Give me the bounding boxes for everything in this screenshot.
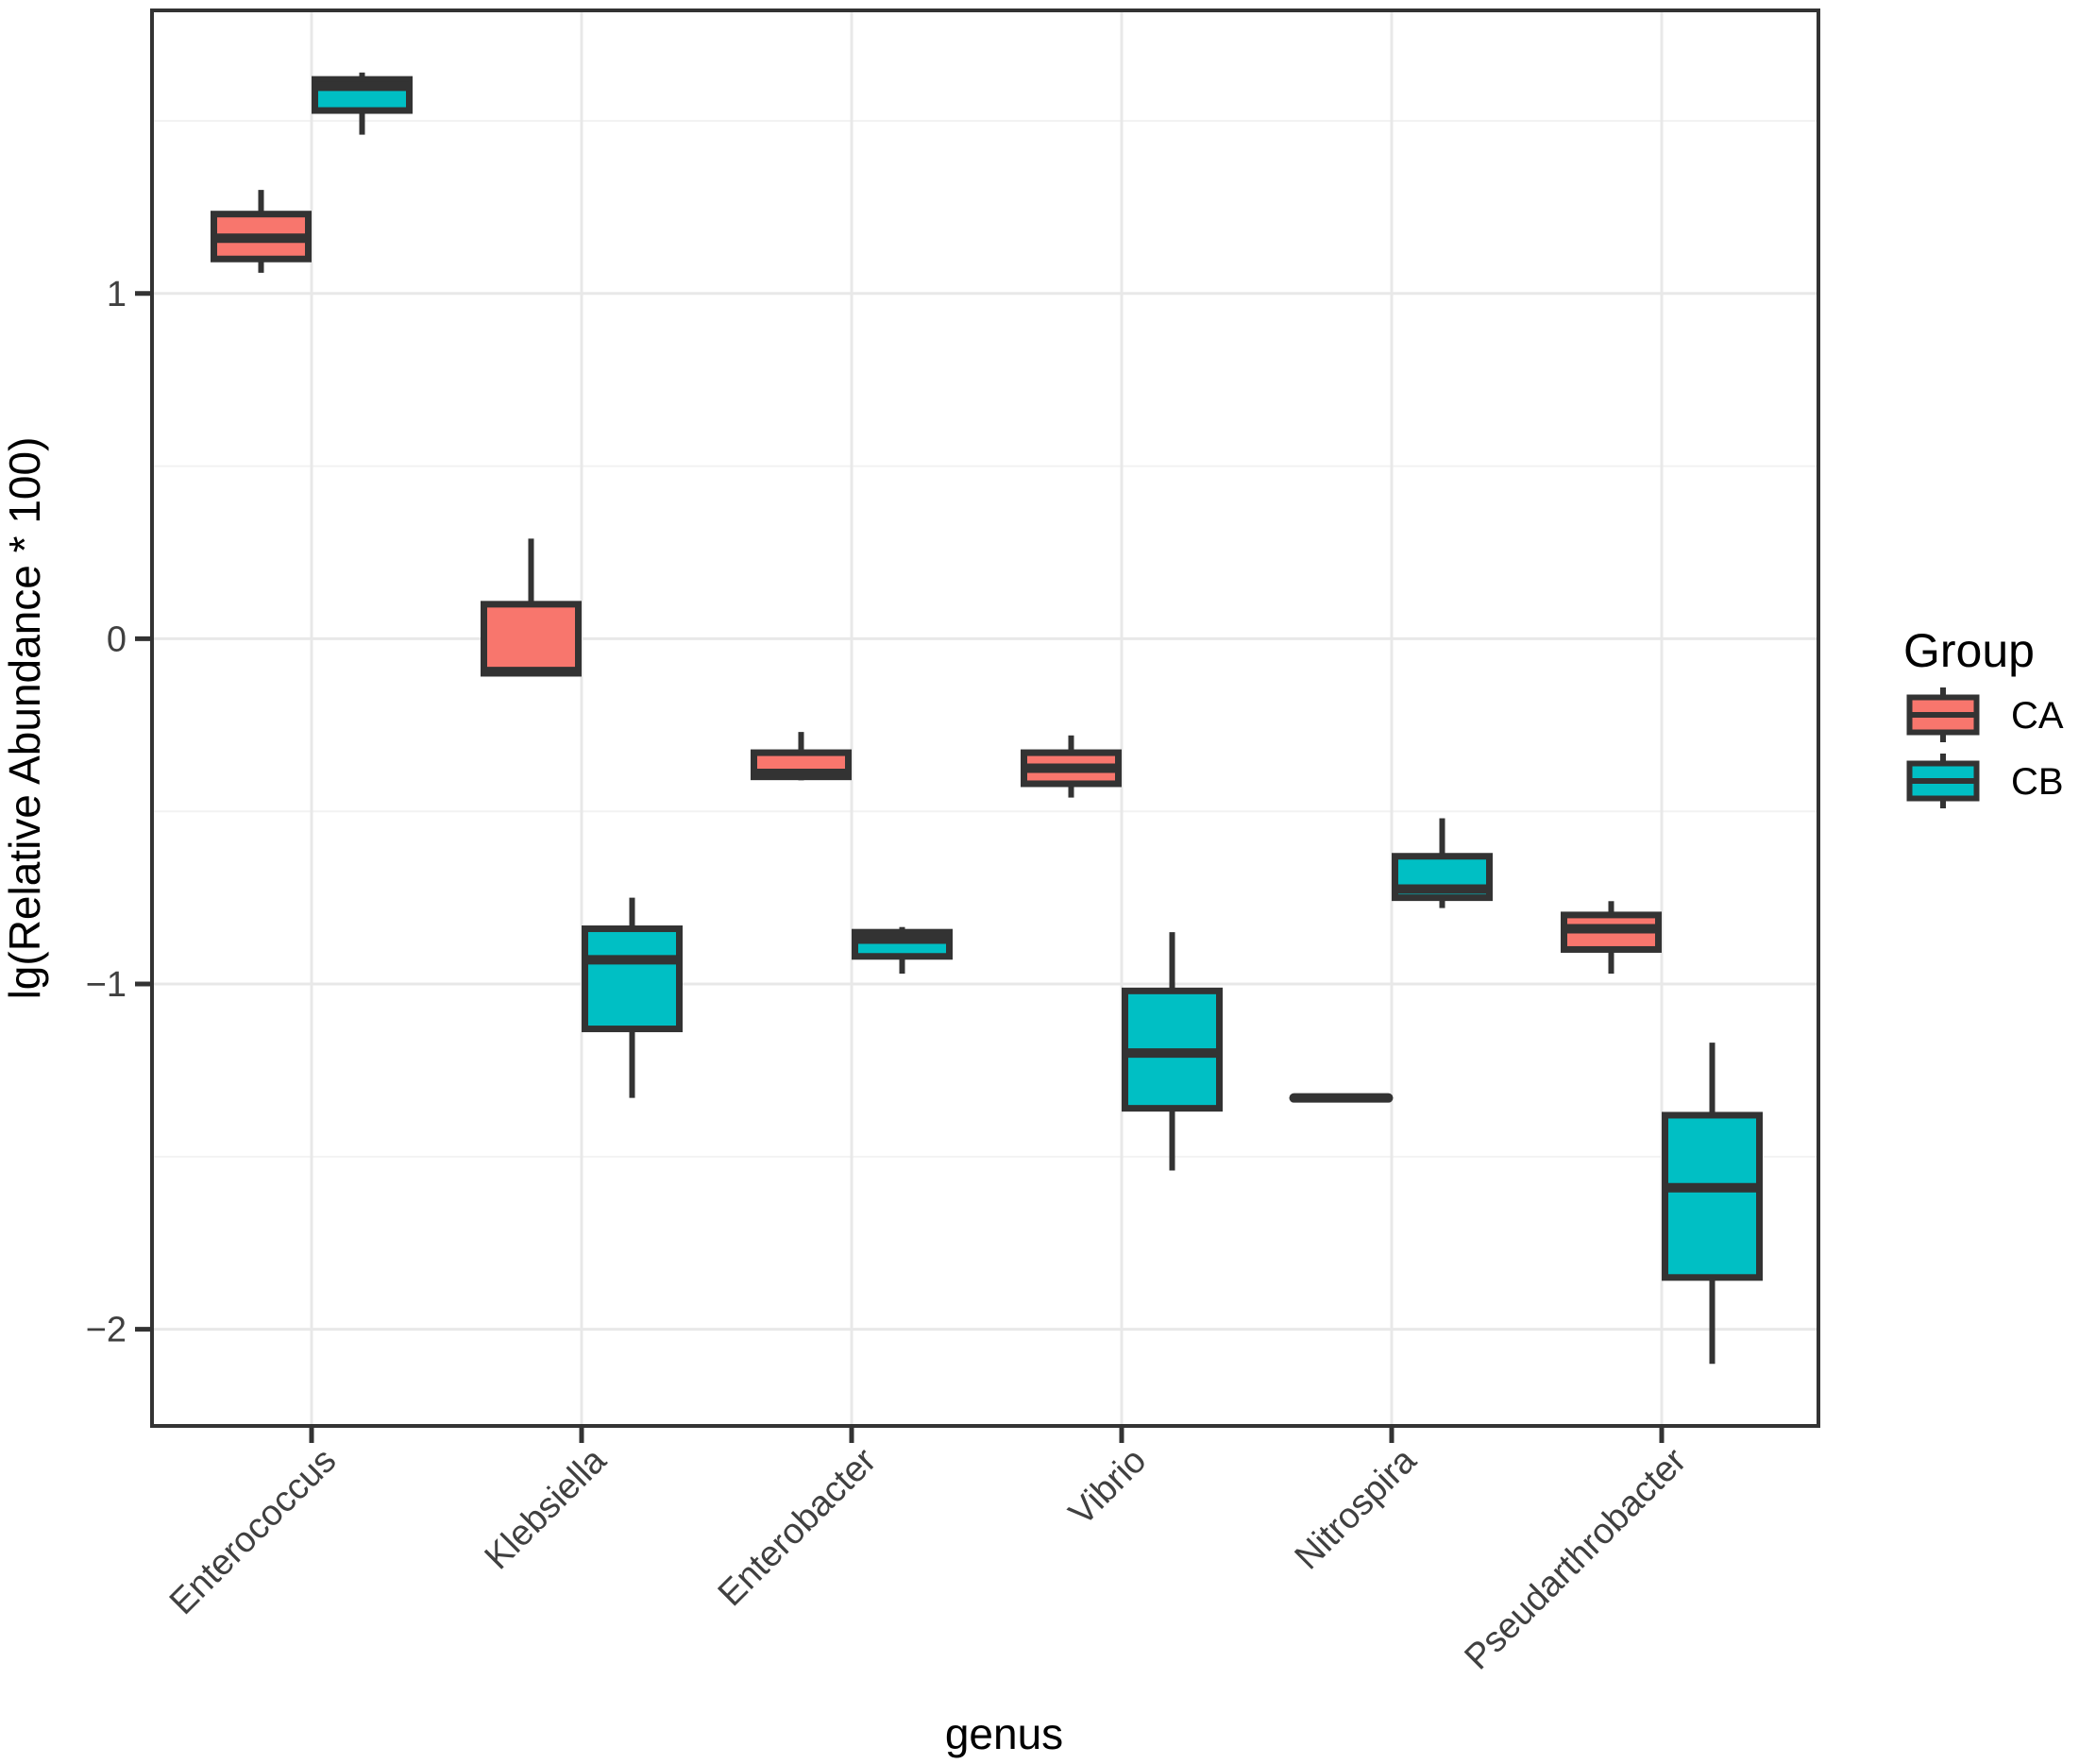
box-CB-Enterococcus [312, 72, 413, 135]
iqr-box [582, 925, 683, 1033]
box-CA-Enterococcus [211, 190, 312, 273]
box-CB-Klebsiella [582, 897, 683, 1098]
panel-border [150, 8, 1820, 1428]
panel-background [152, 10, 1818, 1426]
y-tick-label: −2 [86, 1311, 127, 1350]
box-CB-Nitrospira [1392, 818, 1493, 908]
legend-title: Group [1903, 624, 2035, 677]
legend-label: CB [2011, 761, 2064, 803]
y-tick-label: 0 [107, 619, 127, 659]
boxplot-series-CA [211, 190, 1662, 1103]
iqr-box [1662, 1111, 1763, 1281]
y-tick-label: −1 [86, 965, 127, 1005]
legend-key-CB: CB [1906, 754, 2064, 808]
y-tick-label: 1 [107, 275, 127, 314]
box-CA-Enterobacter [751, 732, 852, 781]
y-axis-title: lg(Relative Abundance * 100) [0, 437, 49, 1000]
x-axis-title: genus [945, 1709, 1063, 1758]
legend: Group CA CB [1903, 624, 2064, 808]
box-CB-Pseudarthrobacter [1662, 1043, 1763, 1365]
iqr-box [481, 601, 582, 677]
boxplot-series-CB [312, 72, 1763, 1365]
box-CB-Enterobacter [852, 926, 953, 975]
box-CA-Klebsiella [481, 538, 582, 677]
legend-key-CA: CA [1906, 687, 2064, 742]
legend-label: CA [2011, 695, 2064, 737]
box-CA-Pseudarthrobacter [1561, 901, 1662, 975]
box-CB-Vibrio [1122, 932, 1223, 1171]
box-CA-Vibrio [1021, 735, 1122, 798]
